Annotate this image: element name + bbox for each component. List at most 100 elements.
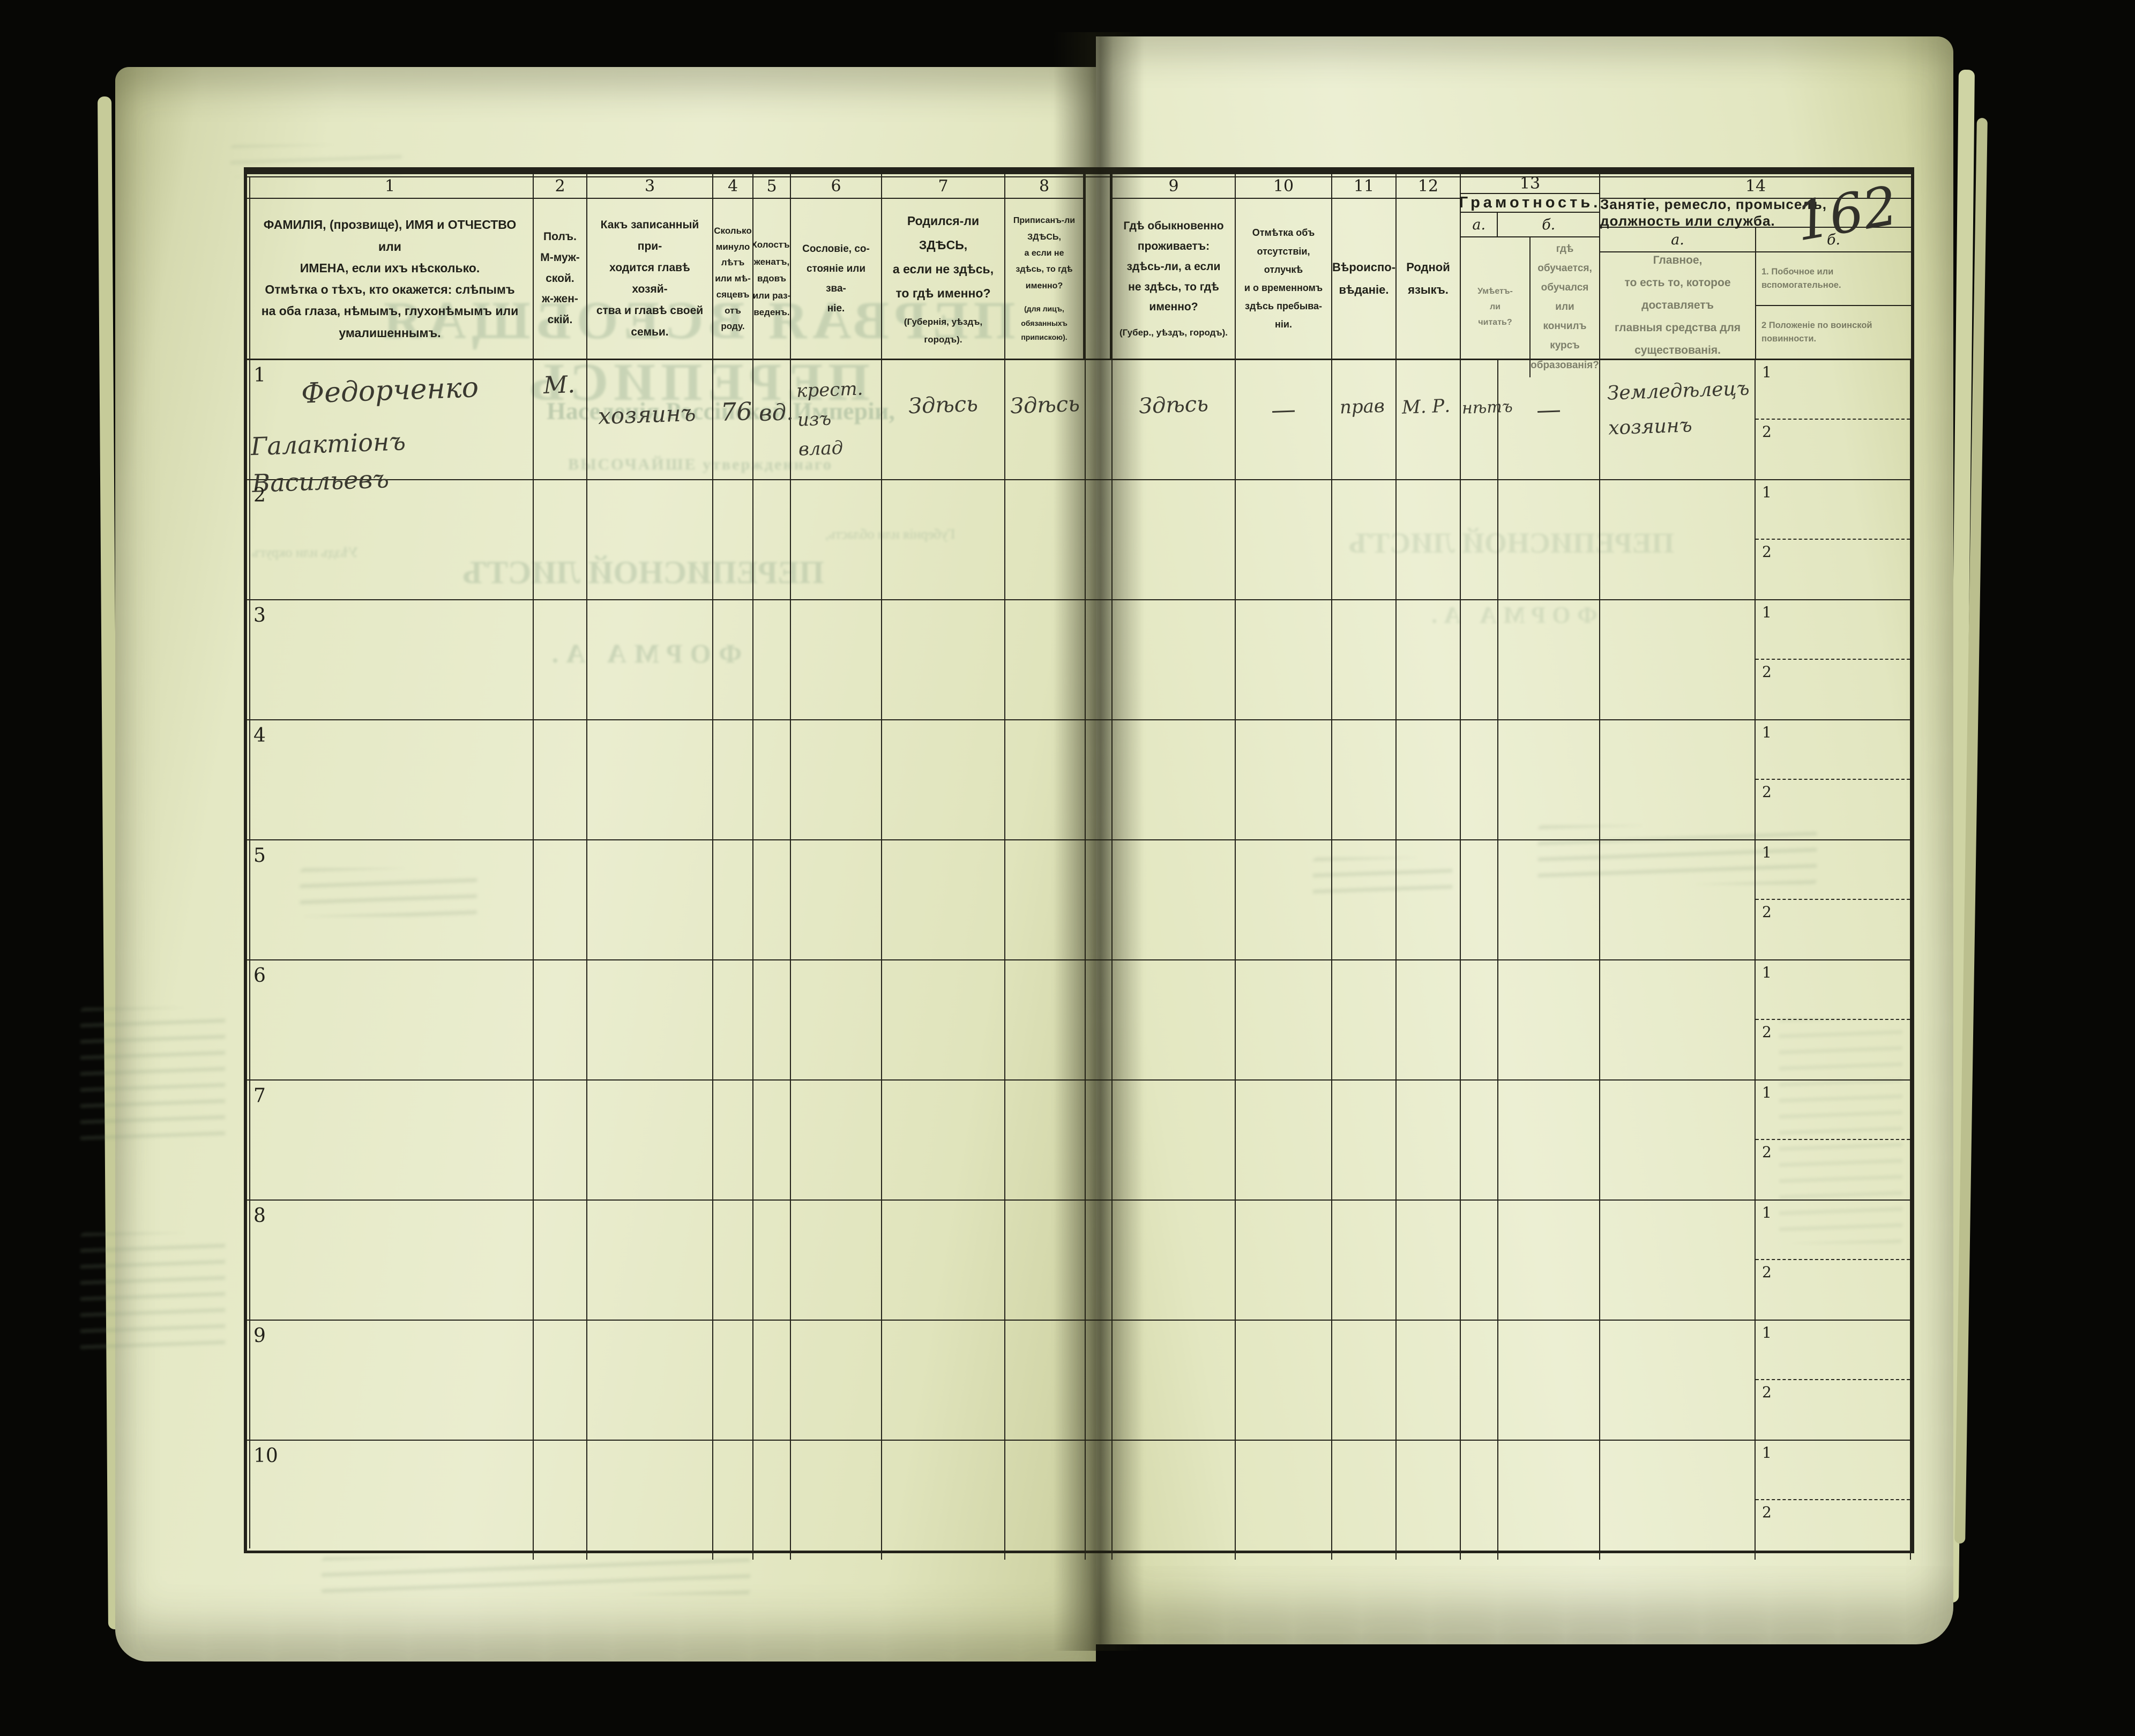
cell-name: 6 [247,960,534,1079]
cell-occupation-main [1600,1081,1756,1199]
cell-relation [587,840,713,959]
subrow-1: 1 [1756,960,1910,1020]
cell-name: 4 [247,720,534,839]
table-row: 1 Федорченко Галактіонъ Васильевъ М. хоз… [247,360,1911,498]
cell-born-here [882,960,1005,1079]
cell-name: 9 [247,1321,534,1440]
right-page [1096,36,1953,1644]
column-9: 9 Гдѣ обыкновенно проживаетъ: здѣсь-ли, … [1113,174,1236,359]
literacy-title: Грамотность. [1459,194,1599,213]
subrow-label: 2 [1762,543,1772,561]
cell-occupation-secondary: 1 2 [1756,1321,1911,1440]
gutter-cell [1086,1201,1113,1320]
table-row: 9 1 2 [247,1321,1911,1441]
cell-sex: М. [534,360,587,479]
occupation-title: Занятіе, ремесло, промыселъ, должность и… [1600,196,1911,229]
cell-absence [1236,960,1332,1079]
cell-religion [1332,600,1397,719]
column-number: 8 [1005,174,1083,199]
cell-estate [791,1441,882,1560]
column-number: 2 [534,174,586,199]
subrow-label: 2 [1762,903,1772,921]
cell-religion [1332,1081,1397,1199]
cell-occupation-main [1600,840,1756,959]
row-number: 4 [253,725,266,747]
cell-resides [1113,840,1236,959]
cell-registered-here [1005,480,1086,599]
cell-resides [1113,720,1236,839]
cell-occupation-main [1600,1321,1756,1440]
cell-sex [534,1441,587,1560]
cell-name: 2 [247,480,534,599]
cell-estate [791,1201,882,1320]
cell-age [713,1441,753,1560]
gutter-cell [1086,840,1113,959]
column-header-text: Гдѣ обыкновенно проживаетъ: здѣсь-ли, а … [1113,199,1235,359]
literacy-subletters: а. б. [1461,213,1599,237]
cell-registered-here [1005,720,1086,839]
cell-age: 76 [713,360,753,479]
cell-age [713,1321,753,1440]
table-row: 8 1 2 [247,1201,1911,1321]
table-row: 2 1 2 [247,480,1911,600]
cell-absence [1236,1321,1332,1440]
cell-relation: хозяинъ [587,360,713,479]
cell-registered-here [1005,1081,1086,1199]
column-11: 11 Вѣроиспо- вѣданіе. [1332,174,1397,359]
subrow-label: 1 [1762,1324,1772,1342]
subrow-1: 1 [1756,600,1910,660]
row-number: 6 [253,965,266,987]
row-number: 3 [253,605,266,627]
handwritten-marital: вд. [758,398,794,427]
cell-occupation-secondary: 1 2 [1756,600,1911,719]
gutter-cell [1086,480,1113,599]
cell-reads [1461,480,1498,599]
cell-reads [1461,960,1498,1079]
literacy-where-header: гдѣ обучается, обучался или кончилъ курс… [1531,243,1599,371]
cell-marital [753,1201,791,1320]
gutter-cell [1086,600,1113,719]
subrow-label: 2 [1762,1023,1772,1041]
cell-registered-here [1005,600,1086,719]
column-7: 7 Родился-ли ЗДѢСЬ, а если не здѣсь, то … [882,174,1005,359]
handwritten-resides: Здѣсь [1138,391,1209,419]
cell-studied [1498,600,1600,719]
cell-language [1397,600,1461,719]
subrow-label: 2 [1762,1503,1772,1521]
cell-born-here: Здѣсь [882,360,1005,479]
occupation-secondary-subcolumn: б. 1. Побочное или вспомогательное. 2 По… [1756,228,1911,359]
occupation-secondary-item1: 1. Побочное или вспомогательное. [1756,252,1911,306]
cell-religion: прав [1332,360,1397,479]
cell-religion [1332,840,1397,959]
cell-occupation-secondary: 1 2 [1756,840,1911,959]
subrow-label: 1 [1762,1444,1772,1462]
handwritten-age: 76 [720,396,753,427]
cell-absence [1236,480,1332,599]
handwritten-occupation: Земледѣлецъ хозяинъ [1607,377,1750,439]
cell-occupation-secondary: 1 2 [1756,480,1911,599]
column-2: 2 Полъ. М-муж- ской. ж-жен- скій. [534,174,587,359]
cell-religion [1332,1441,1397,1560]
cell-estate [791,840,882,959]
literacy-read-header: Умѣетъ- ли читать? [1461,237,1531,377]
subrow-2: 2 [1756,1500,1910,1560]
gutter-cell [1086,1321,1113,1440]
handwritten-sex: М. [543,370,576,400]
subrow-2: 2 [1756,780,1910,839]
cell-studied [1498,960,1600,1079]
cell-reads [1461,1201,1498,1320]
cell-occupation-main [1600,1441,1756,1560]
column-number: 11 [1332,174,1395,199]
cell-age [713,480,753,599]
table-body: 1 Федорченко Галактіонъ Васильевъ М. хоз… [247,360,1911,1560]
cell-resides [1113,1441,1236,1560]
cell-born-here [882,720,1005,839]
cell-age [713,1201,753,1320]
column-1: 1 ФАМИЛІЯ, (прозвище), ИМЯ и ОТЧЕСТВО ил… [247,174,534,359]
handwritten-surname: Федорченко [300,371,480,410]
column-number: 14 [1600,174,1911,199]
cell-estate [791,480,882,599]
cell-name: 7 [247,1081,534,1199]
column-header-text: Холостъ, женатъ, вдовъ или раз- веденъ. [753,240,790,318]
table-row: 6 1 2 [247,960,1911,1081]
